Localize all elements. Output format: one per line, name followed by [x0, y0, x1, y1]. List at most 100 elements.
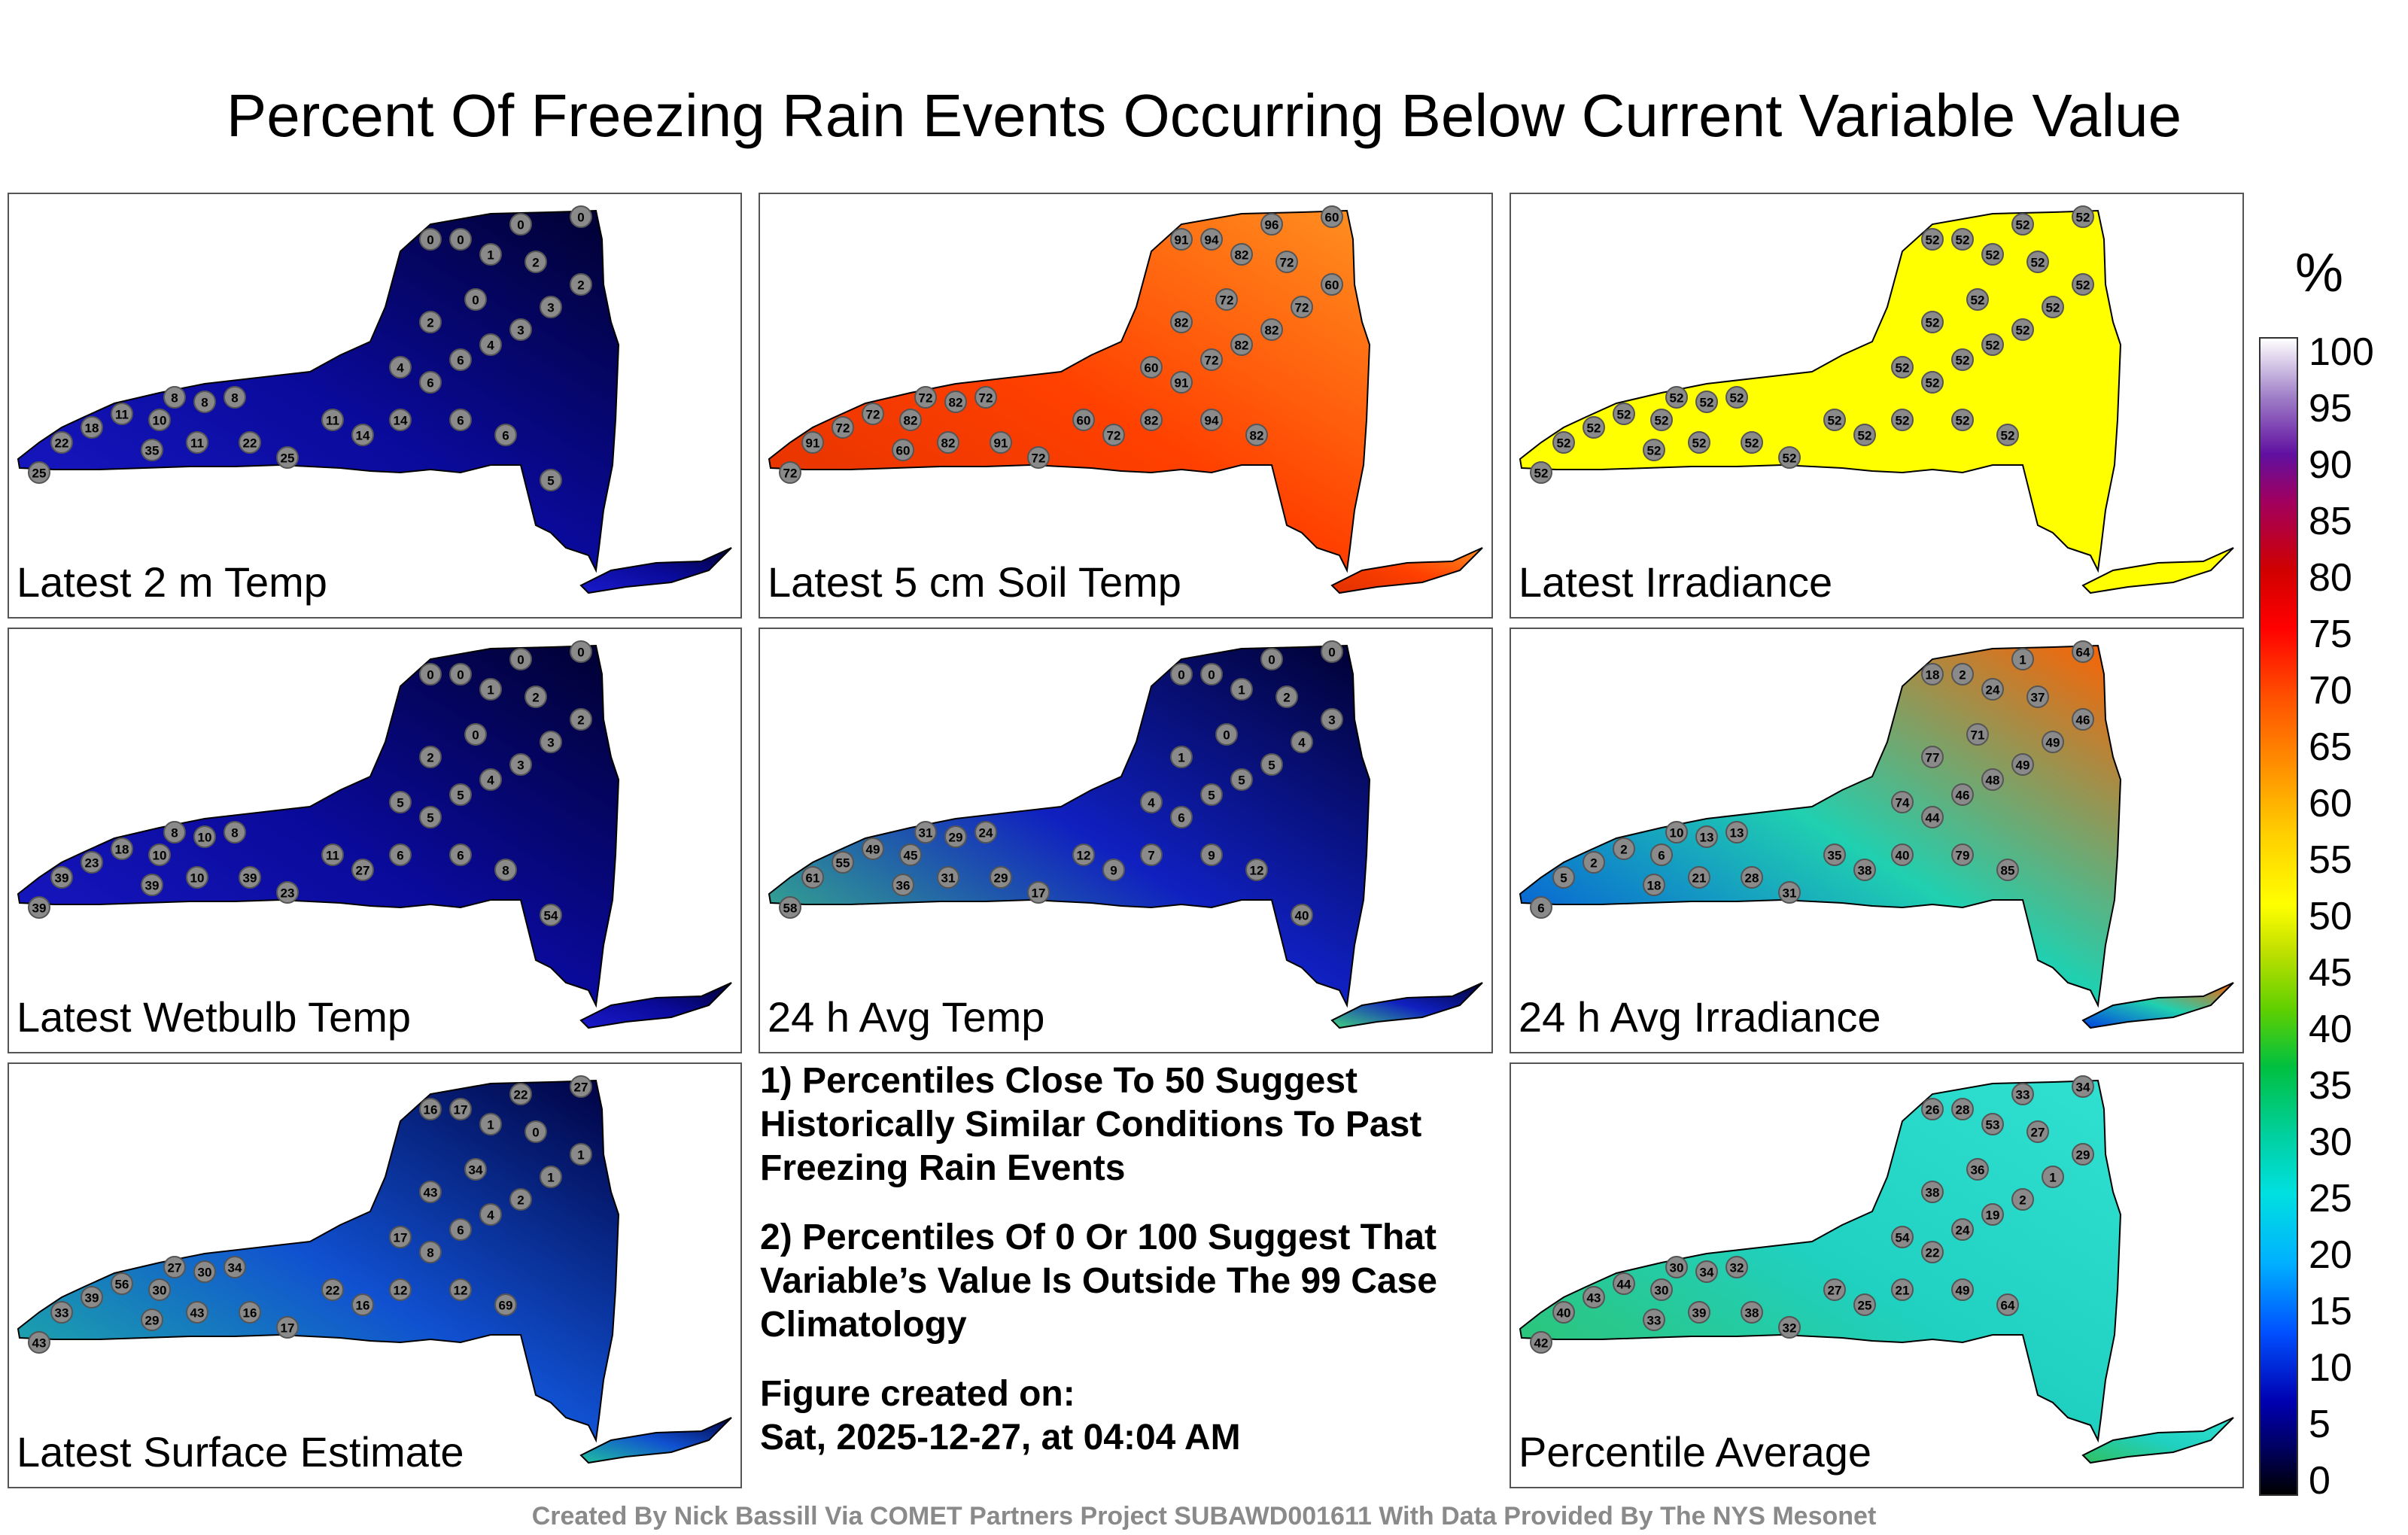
station-marker — [1741, 1301, 1763, 1324]
station-value: 52 — [1655, 414, 1669, 428]
station-marker — [1823, 1278, 1846, 1301]
station-value: 45 — [904, 849, 918, 863]
station-value: 21 — [1692, 871, 1707, 886]
station-marker — [2042, 1166, 2064, 1188]
station-marker — [1921, 1181, 1944, 1203]
panel-label: Latest 5 cm Soil Temp — [768, 558, 1181, 606]
station-value: 16 — [356, 1299, 370, 1313]
station-marker — [389, 1278, 412, 1301]
station-marker — [464, 288, 487, 311]
station-marker — [239, 866, 261, 889]
station-value: 11 — [326, 414, 339, 428]
station-value: 72 — [866, 408, 880, 422]
station-value: 5 — [427, 811, 433, 825]
station-value: 52 — [1587, 421, 1601, 436]
station-marker — [223, 821, 246, 843]
station-marker — [892, 439, 914, 461]
station-marker — [1741, 431, 1763, 454]
station-marker — [1102, 859, 1125, 881]
station-marker — [1981, 678, 2004, 701]
map-panel-wetbulb-temp: 39 39 23 18 10 8 10 8 39 10 39 23 11 27 6 5 5 4 3 3 2 2 1 0 0 0 0 0… — [8, 628, 742, 1053]
station-value: 0 — [427, 233, 433, 248]
station-value: 0 — [1328, 646, 1335, 660]
station-value: 6 — [397, 849, 403, 863]
station-value: 22 — [326, 1284, 340, 1298]
station-marker — [148, 843, 171, 866]
station-marker — [1741, 866, 1763, 889]
station-marker — [1688, 431, 1710, 454]
station-value: 34 — [1700, 1266, 1714, 1280]
station-value: 13 — [1700, 831, 1714, 845]
station-value: 52 — [2016, 324, 2030, 338]
station-value: 49 — [2016, 758, 2030, 773]
station-value: 52 — [1783, 451, 1797, 466]
station-marker — [494, 859, 517, 881]
station-value: 23 — [85, 856, 99, 871]
station-marker — [1921, 371, 1944, 394]
station-marker — [1921, 663, 1944, 685]
station-marker — [2011, 1188, 2034, 1211]
station-value: 52 — [2031, 256, 2045, 270]
station-value: 52 — [2076, 278, 2090, 293]
station-value: 2 — [532, 256, 539, 270]
station-marker — [1650, 1278, 1673, 1301]
station-value: 56 — [115, 1278, 129, 1292]
panel-label: Latest Wetbulb Temp — [17, 993, 412, 1041]
station-value: 3 — [1328, 713, 1335, 728]
station-marker — [141, 1309, 163, 1331]
figure-created-date: Sat, 2025-12-27, at 04:04 AM — [760, 1418, 1241, 1457]
station-marker — [1951, 1218, 1974, 1241]
station-marker — [1891, 1278, 1914, 1301]
station-value: 91 — [1175, 376, 1189, 391]
station-marker — [1921, 746, 1944, 768]
long-island-outline — [579, 547, 732, 594]
station-value: 18 — [1647, 879, 1662, 893]
station-marker — [351, 859, 374, 881]
station-marker — [862, 403, 884, 425]
station-marker — [2011, 648, 2034, 670]
station-marker — [464, 723, 487, 746]
station-marker — [1725, 1256, 1748, 1278]
station-value: 54 — [1896, 1231, 1910, 1245]
station-marker — [449, 783, 472, 806]
station-marker — [974, 821, 997, 843]
station-marker — [1665, 821, 1688, 843]
station-marker — [1102, 424, 1125, 446]
station-marker — [944, 825, 967, 848]
station-value: 26 — [1926, 1103, 1940, 1117]
station-marker — [1921, 311, 1944, 333]
station-marker — [50, 866, 73, 889]
colorbar-tick: 100 — [2309, 330, 2374, 374]
station-value: 36 — [1971, 1163, 1985, 1178]
station-marker — [111, 837, 133, 860]
station-value: 22 — [514, 1088, 528, 1102]
station-marker — [1688, 866, 1710, 889]
station-marker — [1725, 821, 1748, 843]
station-value: 33 — [1647, 1314, 1662, 1328]
station-marker — [1321, 640, 1343, 663]
station-marker — [389, 843, 412, 866]
station-marker — [449, 843, 472, 866]
station-value: 24 — [1956, 1223, 1970, 1238]
station-value: 32 — [1783, 1321, 1797, 1336]
station-marker — [193, 825, 216, 848]
station-marker — [1260, 213, 1283, 236]
station-value: 29 — [994, 871, 1008, 886]
station-marker — [1853, 424, 1876, 446]
station-value: 18 — [85, 421, 99, 436]
station-marker — [494, 1293, 517, 1316]
station-value: 6 — [1178, 811, 1184, 825]
panel-label: 24 h Avg Irradiance — [1519, 993, 1881, 1041]
station-marker — [276, 446, 299, 469]
station-value: 24 — [1986, 683, 2000, 698]
station-marker — [276, 881, 299, 904]
station-marker — [1951, 843, 1974, 866]
station-value: 18 — [1926, 668, 1940, 682]
station-value: 31 — [919, 826, 933, 840]
station-marker — [1321, 273, 1343, 296]
colorbar-tick: 55 — [2309, 838, 2352, 882]
station-value: 0 — [1178, 668, 1184, 682]
map-panel-24h-avg-irradiance: 6 5 2 2 6 10 13 13 18 21 28 31 35 38 40 44 46 48 49 49 46 37 2… — [1510, 628, 2244, 1053]
station-marker — [163, 821, 186, 843]
